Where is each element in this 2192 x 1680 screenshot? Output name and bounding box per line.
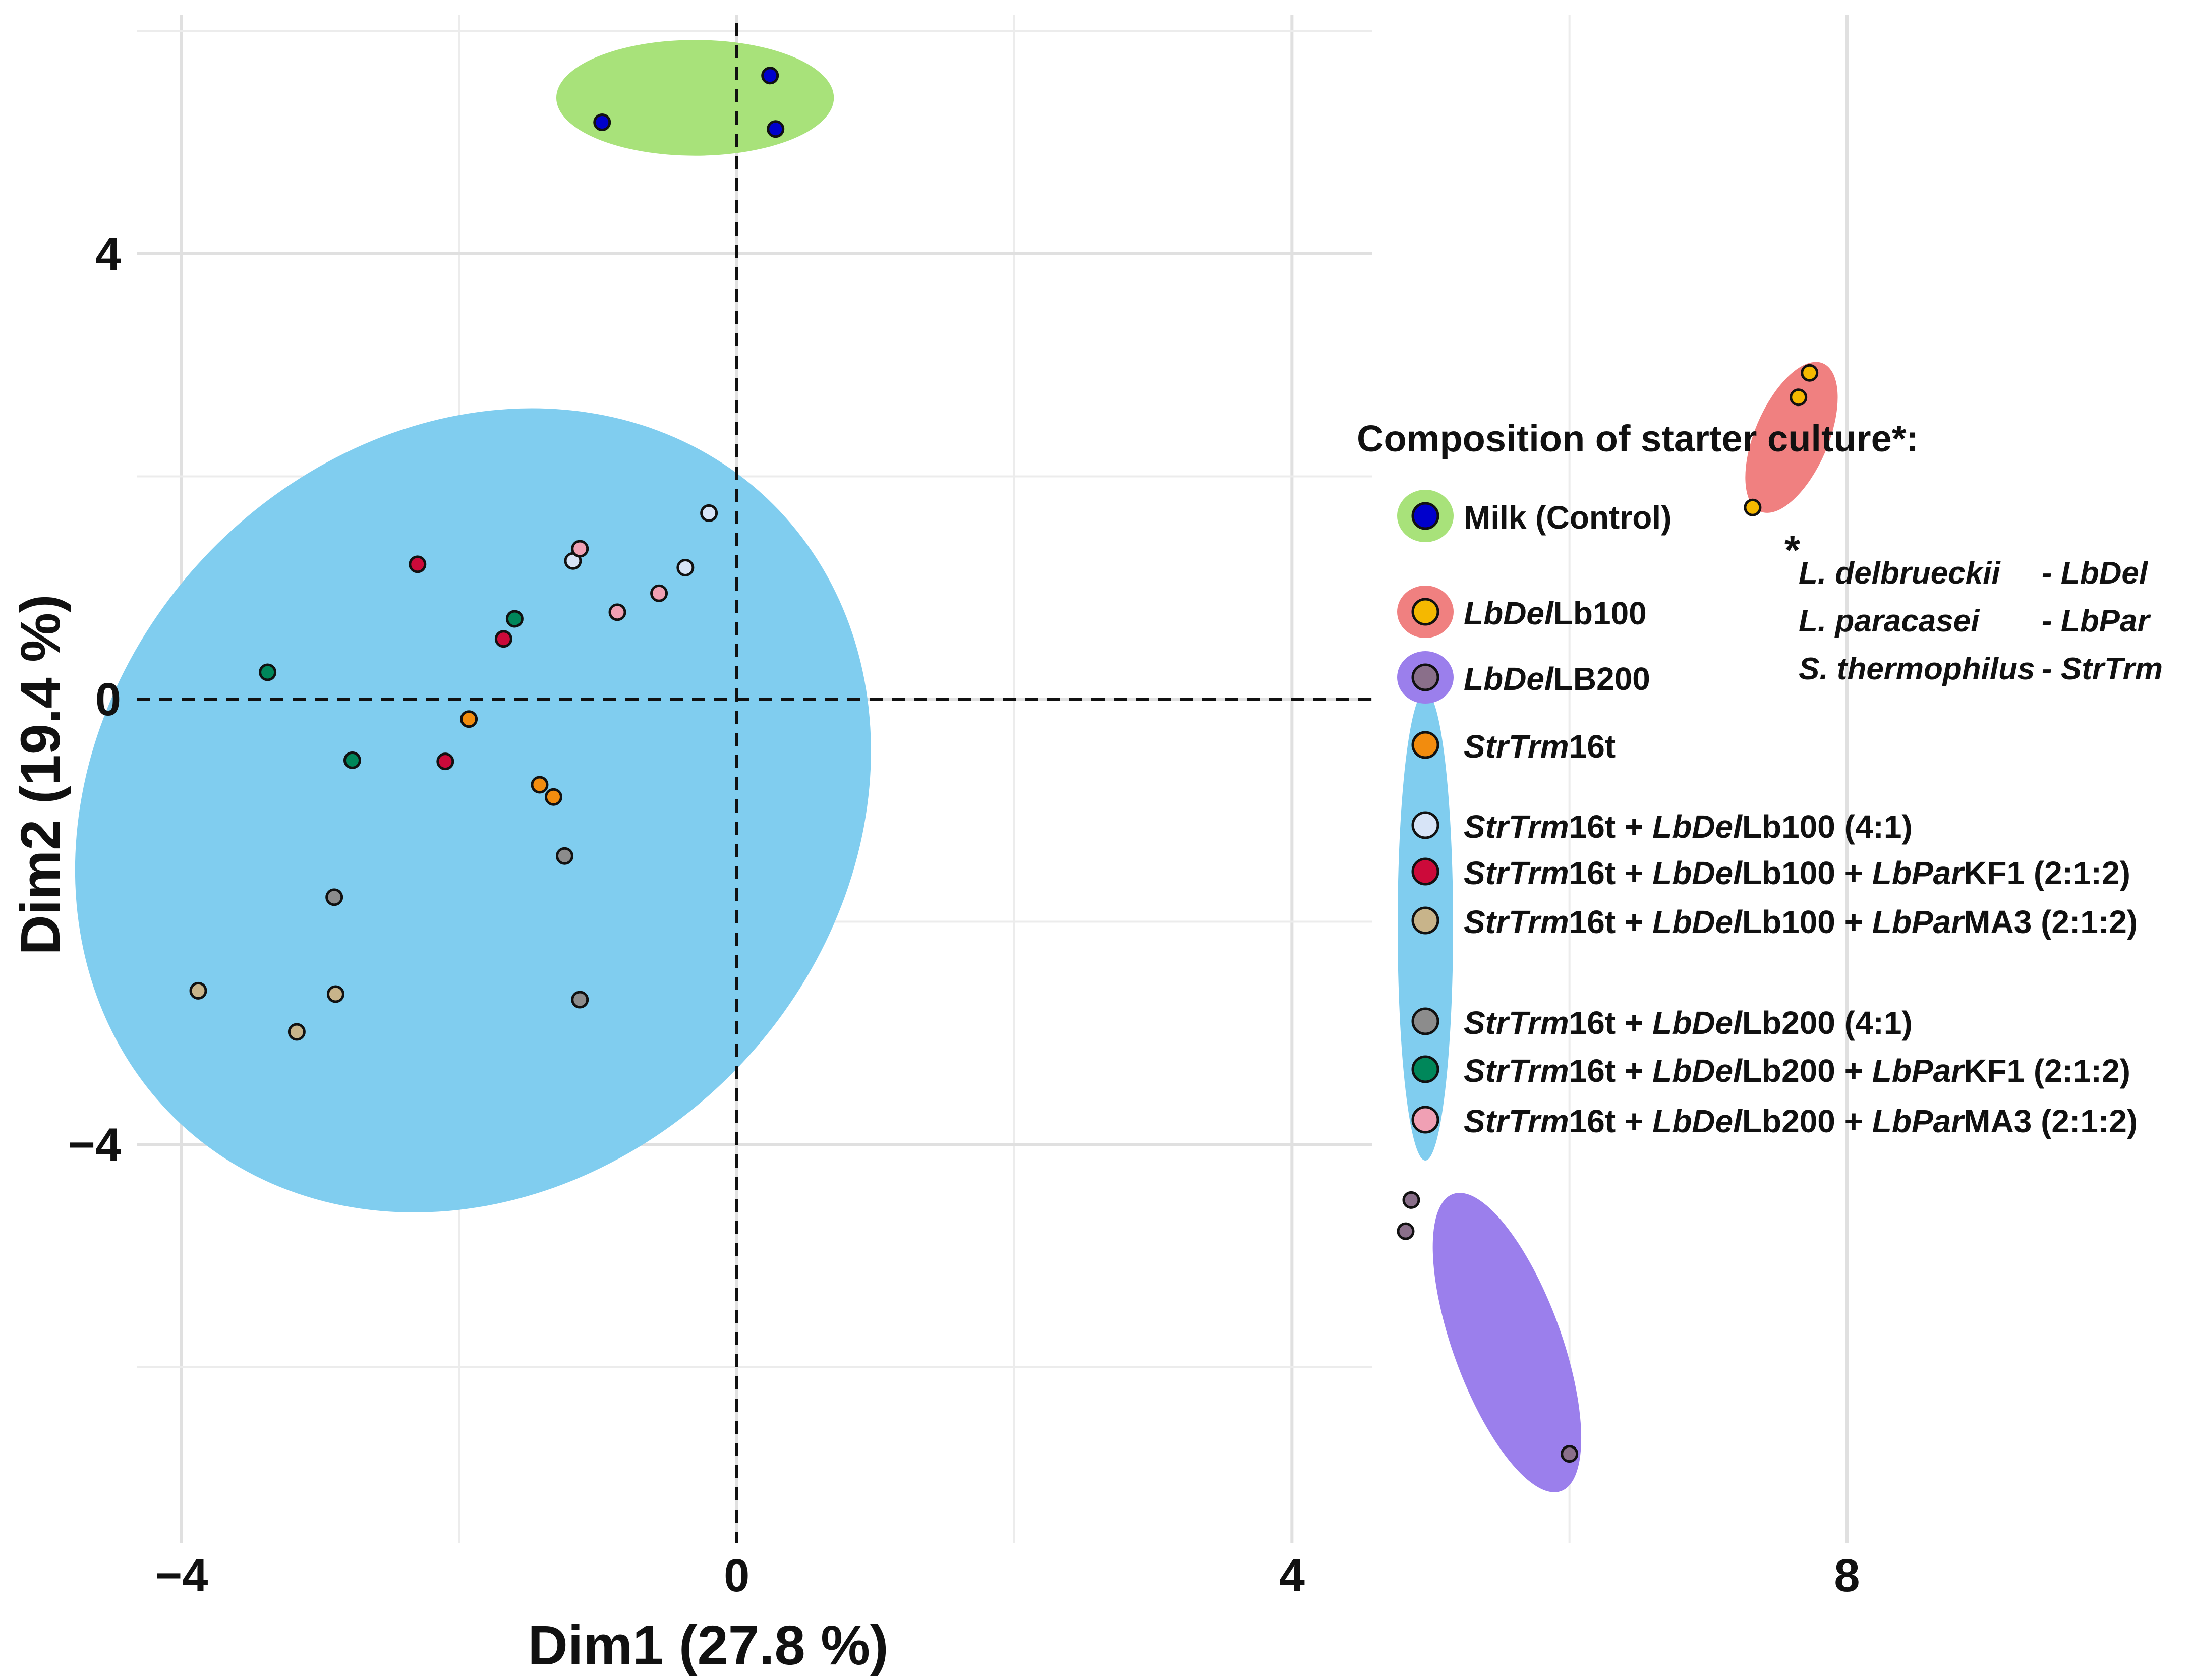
data-point xyxy=(531,776,549,794)
data-point xyxy=(1790,388,1808,407)
data-point xyxy=(555,847,573,865)
legend-label: StrTrm16t + LbDelLb100 + LbParMA3 (2:1:2… xyxy=(1464,904,2138,940)
data-point xyxy=(571,540,589,558)
legend-label: LbDelLb100 xyxy=(1464,595,1647,631)
reference-lines xyxy=(137,23,1372,1543)
legend-label: StrTrm16t + LbDelLb200 (4:1) xyxy=(1464,1005,1913,1041)
data-point xyxy=(325,888,343,906)
data-point xyxy=(287,1023,306,1041)
legend-marker xyxy=(1411,502,1439,530)
legend-label: StrTrm16t xyxy=(1464,728,1616,765)
abbreviation-code: - LbPar xyxy=(2042,604,2151,639)
data-point xyxy=(436,752,454,771)
legend-label: StrTrm16t + LbDelLb200 + LbParMA3 (2:1:2… xyxy=(1464,1103,2138,1139)
legend: Composition of starter culture*: Milk (C… xyxy=(1357,418,2138,1161)
x-tick-label: 0 xyxy=(724,1550,749,1601)
data-point xyxy=(1801,364,1819,382)
data-point xyxy=(608,603,626,621)
data-point xyxy=(460,710,478,728)
data-point xyxy=(650,584,668,602)
y-tick-label: 0 xyxy=(95,674,121,725)
data-point xyxy=(343,751,361,769)
legend-marker xyxy=(1411,811,1439,839)
data-point xyxy=(1397,1222,1415,1240)
abbreviation-note: * L. delbrueckii - LbDel L. paracasei - LbP… xyxy=(1784,528,2163,686)
data-point xyxy=(593,113,611,132)
data-point xyxy=(767,120,785,138)
data-point xyxy=(1744,498,1762,516)
abbreviation-species: L. delbrueckii xyxy=(1799,556,2001,591)
data-point xyxy=(700,504,718,522)
y-axis-title: Dim2 (19.4 %) xyxy=(10,594,72,955)
legend-label: StrTrm16t + LbDelLb100 + LbParKF1 (2:1:2… xyxy=(1464,855,2130,891)
legend-marker xyxy=(1411,906,1439,935)
data-point xyxy=(505,610,524,628)
ellipse-milk-control- xyxy=(556,40,834,156)
x-tick-label: 8 xyxy=(1834,1550,1860,1601)
data-point xyxy=(1402,1191,1420,1209)
legend-label: Milk (Control) xyxy=(1464,499,1671,536)
legend-marker xyxy=(1411,857,1439,886)
abbreviation-species: L. paracasei xyxy=(1799,604,1980,639)
x-axis-title: Dim1 (27.8 %) xyxy=(528,1614,888,1676)
data-point xyxy=(571,991,589,1009)
ellipse-lbdellb100 xyxy=(1745,362,1838,513)
legend-title: Composition of starter culture*: xyxy=(1357,418,1919,459)
x-tick-label: 4 xyxy=(1279,1550,1305,1601)
legend-label: StrTrm16t + LbDelLb100 (4:1) xyxy=(1464,808,1913,845)
confidence-ellipses xyxy=(75,40,1838,1492)
legend-marker xyxy=(1411,1106,1439,1134)
abbreviation-asterisk: * xyxy=(1784,528,1801,572)
x-tick-label: −4 xyxy=(155,1550,208,1601)
legend-marker xyxy=(1411,598,1439,626)
data-point xyxy=(1561,1445,1579,1463)
data-point xyxy=(761,67,779,85)
abbreviation-code: - StrTrm xyxy=(2042,652,2163,686)
y-tick-label: 4 xyxy=(95,228,121,280)
data-point xyxy=(676,559,695,577)
data-point xyxy=(494,630,512,648)
legend-marker xyxy=(1411,1007,1439,1035)
data-point xyxy=(409,555,427,573)
legend-marker xyxy=(1411,731,1439,759)
legend-items: Milk (Control) LbDelLb100 LbDelLB200 StrTrm… xyxy=(1397,490,2138,1161)
y-tick-label: −4 xyxy=(68,1119,121,1171)
legend-marker xyxy=(1411,1055,1439,1083)
abbreviation-species: S. thermophilus xyxy=(1799,652,2035,686)
tick-labels: −4 0 4 8 −4 0 4 xyxy=(68,228,1860,1601)
data-point xyxy=(326,985,344,1003)
data-points xyxy=(189,67,1819,1463)
legend-label: StrTrm16t + LbDelLb200 + LbParKF1 (2:1:2… xyxy=(1464,1053,2130,1089)
data-point xyxy=(189,981,207,1000)
data-point xyxy=(544,788,562,806)
abbreviation-code: - LbDel xyxy=(2042,556,2149,591)
ellipse-lbdellb200 xyxy=(1432,1193,1582,1492)
legend-label: LbDelLB200 xyxy=(1464,661,1650,697)
legend-marker xyxy=(1411,663,1439,691)
data-point xyxy=(259,663,277,681)
ellipse-starter-culture-combinations xyxy=(75,408,871,1212)
